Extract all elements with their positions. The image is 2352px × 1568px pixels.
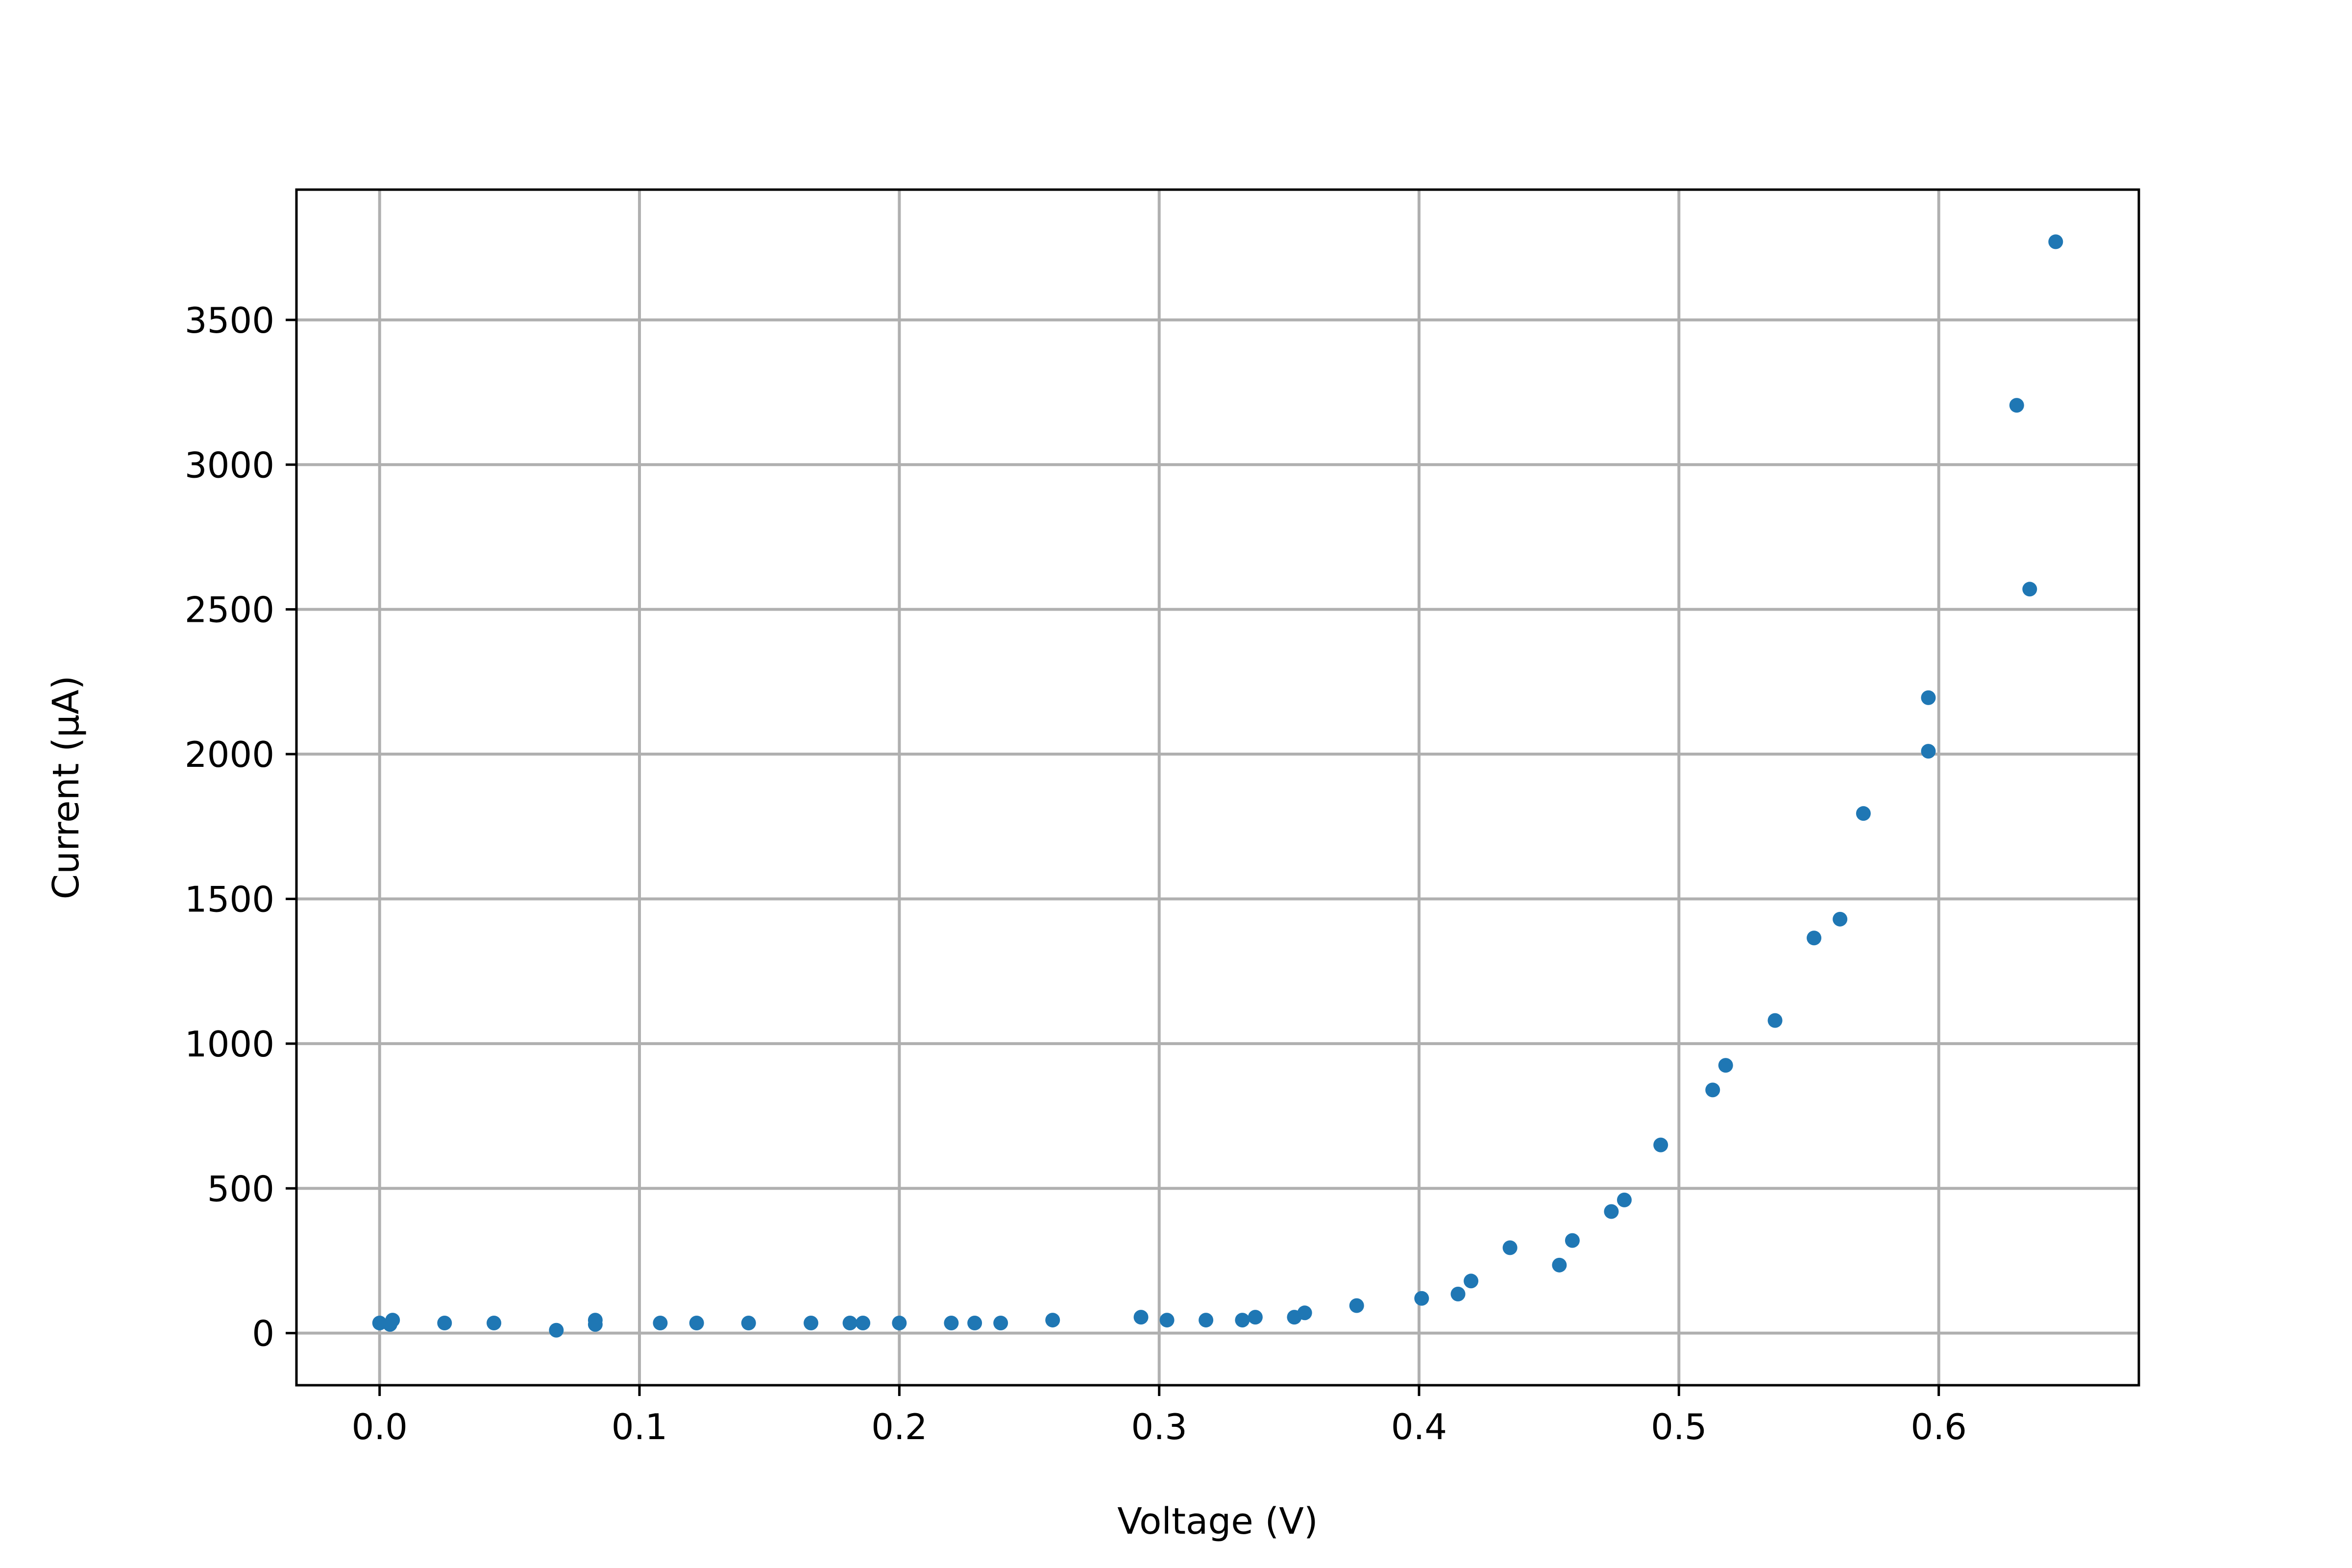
plot-frame <box>295 188 2140 1387</box>
data-point <box>1565 1233 1580 1248</box>
data-point <box>1199 1313 1214 1328</box>
data-point <box>1502 1240 1518 1255</box>
data-point <box>1718 1058 1733 1073</box>
data-points <box>372 234 2063 1338</box>
data-point <box>1604 1204 1619 1219</box>
x-tick-label: 0.0 <box>351 1406 408 1447</box>
data-point <box>741 1315 756 1330</box>
data-point <box>689 1315 704 1330</box>
data-point <box>967 1315 982 1330</box>
y-tick-label: 3000 <box>185 444 274 486</box>
x-tick-label: 0.5 <box>1651 1406 1707 1447</box>
data-point <box>1133 1310 1149 1325</box>
data-point <box>1705 1082 1720 1098</box>
data-point <box>1653 1137 1668 1152</box>
data-point <box>1414 1291 1429 1306</box>
y-tick-label: 0 <box>252 1313 274 1354</box>
data-point <box>856 1315 871 1330</box>
data-point <box>2048 234 2063 249</box>
y-tick-label: 1000 <box>185 1024 274 1065</box>
data-point <box>385 1313 400 1328</box>
data-point <box>549 1323 564 1338</box>
data-point <box>1552 1257 1567 1273</box>
y-tick-label: 2500 <box>185 589 274 631</box>
data-point <box>892 1315 907 1330</box>
y-tick-label: 2000 <box>185 734 274 775</box>
x-tick-label: 0.6 <box>1911 1406 1967 1447</box>
data-point <box>2009 398 2024 413</box>
data-point <box>1807 931 1822 946</box>
data-point <box>1856 806 1871 821</box>
data-point <box>1045 1313 1060 1328</box>
data-point <box>2022 582 2037 597</box>
data-point <box>1617 1192 1632 1207</box>
data-point <box>1248 1310 1263 1325</box>
x-tick-label: 0.1 <box>612 1406 668 1447</box>
data-point <box>588 1313 603 1328</box>
data-point <box>1921 744 1936 759</box>
data-point <box>1159 1313 1175 1328</box>
data-point <box>1921 690 1936 705</box>
data-point <box>993 1315 1008 1330</box>
axis-ticks: 0.0 0.1 0.2 0.3 0.4 0.5 0.6 0 500 1000 1500 2000 250… <box>185 300 1967 1447</box>
y-tick-label: 1500 <box>185 879 274 920</box>
data-point <box>1464 1274 1479 1289</box>
data-point <box>487 1315 502 1330</box>
data-point <box>1297 1305 1312 1321</box>
x-tick-label: 0.3 <box>1131 1406 1187 1447</box>
data-point <box>804 1315 819 1330</box>
y-axis-label: Current (μA) <box>45 676 87 900</box>
data-point <box>1349 1298 1364 1313</box>
data-point <box>1767 1013 1783 1028</box>
x-axis-label: Voltage (V) <box>1117 1500 1318 1543</box>
data-point <box>1833 911 1848 927</box>
data-point <box>842 1315 858 1330</box>
data-point <box>944 1315 959 1330</box>
y-tick-label: 500 <box>207 1168 274 1209</box>
data-point <box>437 1315 452 1330</box>
y-tick-label: 3500 <box>185 300 274 341</box>
x-tick-label: 0.2 <box>871 1406 928 1447</box>
data-point <box>1235 1313 1250 1328</box>
data-point <box>1450 1286 1466 1301</box>
x-tick-label: 0.4 <box>1391 1406 1447 1447</box>
grid <box>296 190 2139 1385</box>
data-point <box>653 1315 668 1330</box>
